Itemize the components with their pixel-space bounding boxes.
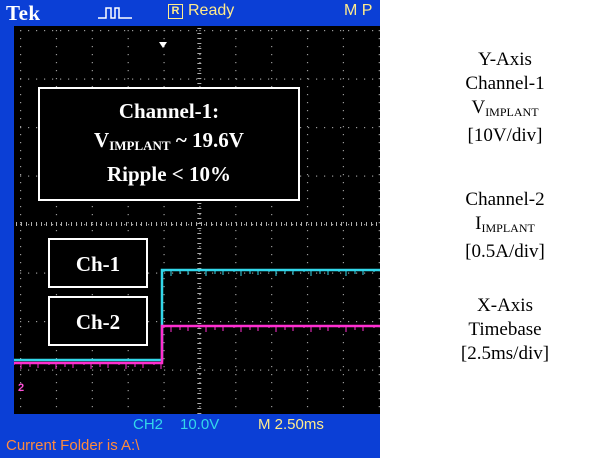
y-axis-title: Y-Axis	[478, 49, 532, 70]
annotation-ripple: Ripple < 10%	[107, 162, 231, 186]
x-axis-title: X-Axis	[477, 295, 533, 316]
channel-scale: 10.0V	[180, 416, 220, 433]
channel-readout: CH2	[133, 416, 164, 433]
readout-bar	[0, 414, 380, 438]
ch2-variable: IIMPLANT	[475, 213, 535, 235]
trigger-position-icon	[159, 42, 167, 48]
timebase-readout: M 2.50ms	[258, 416, 324, 433]
y-axis-caption: Y-Axis Channel-1 VIMPLANT [10V/div]	[430, 48, 580, 148]
graticule	[14, 28, 380, 414]
ch1-label-box: Ch-1	[48, 238, 148, 288]
acquisition-status: Ready	[188, 2, 235, 19]
channel-1-trace	[14, 268, 380, 362]
horizontal-position-label: M P	[344, 2, 373, 19]
trigger-pulse-icon	[98, 7, 132, 19]
waveform-display: 2	[14, 26, 380, 414]
status-bar: Tek R Ready M P	[0, 0, 380, 26]
ch2-ground-marker: 2	[18, 382, 25, 394]
timebase-scale: [2.5ms/div]	[460, 343, 550, 364]
measurement-annotation: Channel-1: VIMPLANT ~ 19.6V Ripple < 10%	[38, 87, 300, 201]
ch2-caption: Channel-2 IIMPLANT [0.5A/div]	[430, 188, 580, 264]
ch2-label-box: Ch-2	[48, 296, 148, 346]
annotation-title: Channel-1:	[118, 99, 220, 123]
current-folder-text: Current Folder is A:\	[6, 437, 140, 454]
acquisition-icon: R	[168, 4, 183, 19]
x-axis-caption: X-Axis Timebase [2.5ms/div]	[430, 294, 580, 366]
ch1-variable: VIMPLANT	[471, 97, 539, 119]
oscilloscope-screenshot: Tek R Ready M P 2 CH2 10.0V M 2.50ms Cur…	[0, 0, 380, 458]
ch2-scale: [0.5A/div]	[465, 241, 545, 262]
ch1-title: Channel-1	[465, 73, 545, 94]
annotation-voltage: VIMPLANT ~ 19.6V	[94, 128, 244, 153]
channel-2-trace	[14, 324, 380, 365]
ch1-scale: [10V/div]	[467, 125, 543, 146]
ch2-title: Channel-2	[465, 189, 545, 210]
brand-logo: Tek	[6, 1, 41, 25]
timebase-title: Timebase	[468, 319, 542, 340]
